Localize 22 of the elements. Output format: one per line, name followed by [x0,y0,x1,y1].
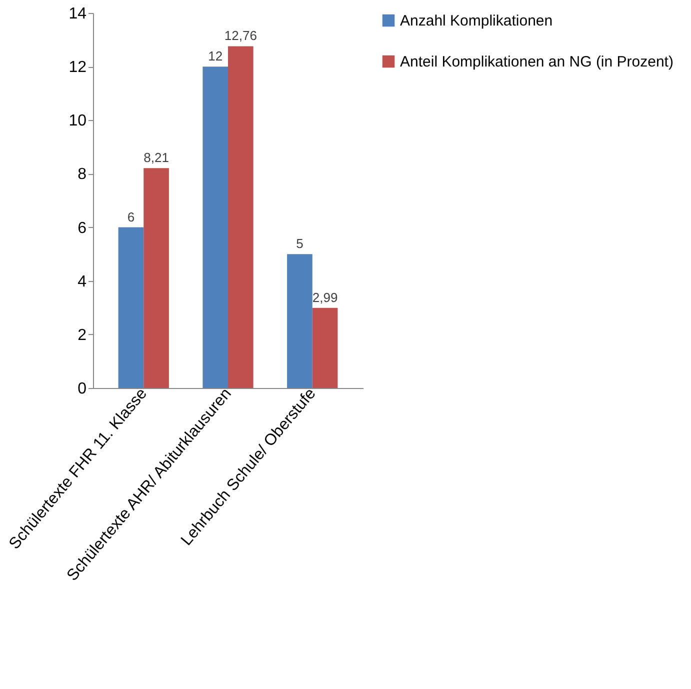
bar [228,46,254,388]
data-label: 6 [127,209,135,224]
y-tick-label: 8 [78,166,87,184]
y-tick-label: 0 [78,380,87,398]
bar [118,227,144,388]
data-label: 12,76 [224,28,257,44]
y-tick-label: 10 [68,112,87,130]
bar [144,168,169,388]
y-tick-label: 6 [78,220,87,237]
legend-label: Anzahl Komplikationen [400,12,553,30]
y-tick-label: 14 [68,6,87,22]
y-tick-label: 4 [78,273,87,290]
legend-label: Anteil Komplikationen an NG (in Prozent) [400,54,674,70]
bar [202,66,228,388]
bar [312,308,338,388]
data-label: 8,21 [144,150,169,166]
y-tick-label: 12 [68,59,87,76]
y-tick-label: 2 [78,326,87,344]
data-label: 12 [208,48,223,64]
data-label: 2,99 [312,290,338,305]
data-label: 5 [296,236,304,252]
bar [287,254,312,388]
